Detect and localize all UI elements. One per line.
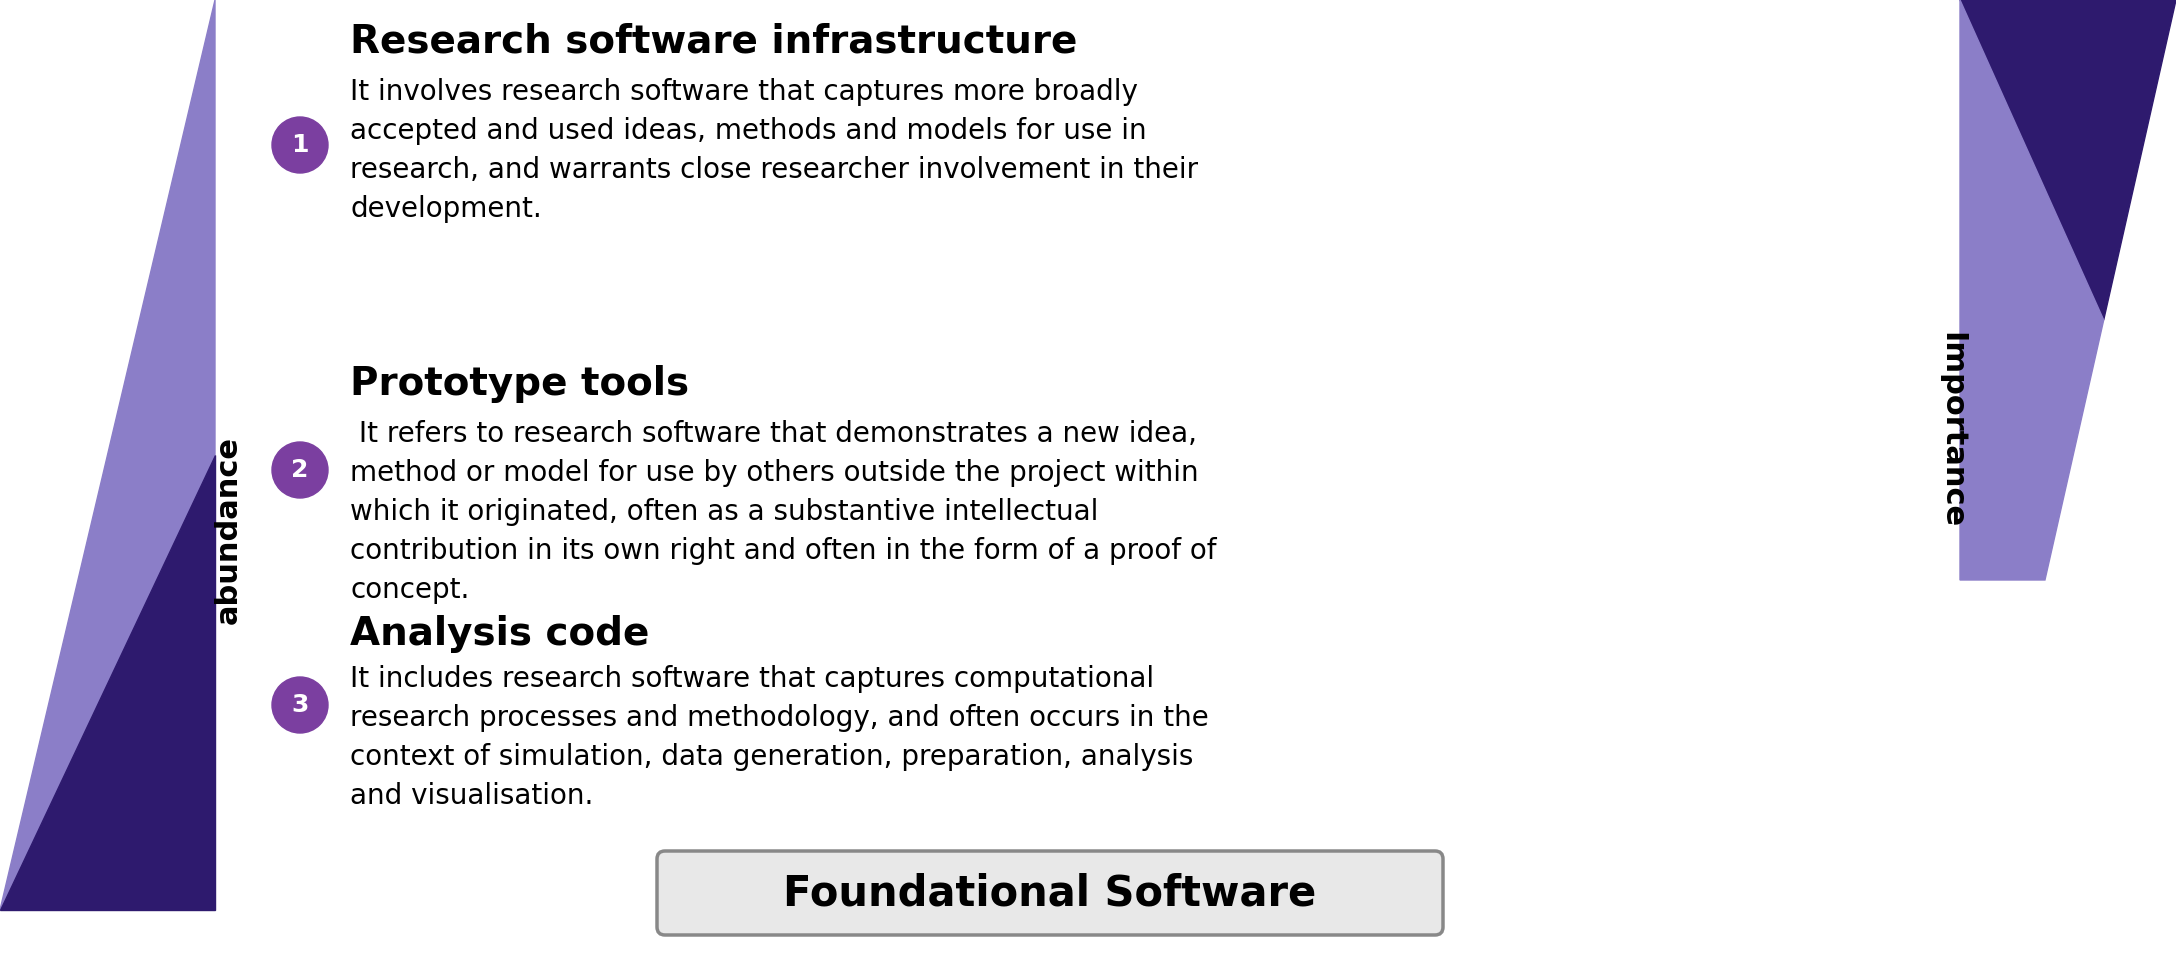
Circle shape [272,677,329,733]
Circle shape [272,117,329,173]
Text: It refers to research software that demonstrates a new idea,
method or model for: It refers to research software that demo… [350,420,1216,604]
Polygon shape [0,0,215,910]
Text: 3: 3 [292,693,309,717]
Polygon shape [0,455,215,910]
Text: It involves research software that captures more broadly
accepted and used ideas: It involves research software that captu… [350,78,1199,223]
Text: Prototype tools: Prototype tools [350,365,690,403]
Text: Foundational Software: Foundational Software [783,872,1316,914]
Polygon shape [1961,0,2176,320]
Text: Analysis code: Analysis code [350,615,648,653]
Text: 2: 2 [292,458,309,482]
FancyBboxPatch shape [657,851,1443,935]
Text: abundance: abundance [213,436,242,624]
Circle shape [272,442,329,498]
Text: 1: 1 [292,133,309,157]
Text: Research software infrastructure: Research software infrastructure [350,22,1077,60]
Polygon shape [1961,0,2104,580]
Text: Importance: Importance [1937,332,1967,528]
Text: It includes research software that captures computational
research processes and: It includes research software that captu… [350,665,1208,810]
